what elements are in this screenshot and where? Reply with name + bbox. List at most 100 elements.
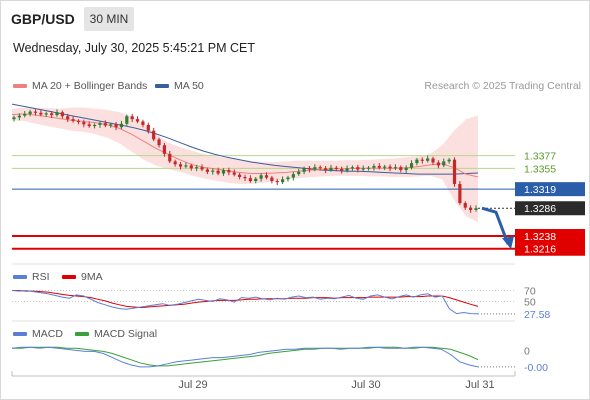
candle-body xyxy=(60,112,64,117)
candle-body xyxy=(431,158,435,163)
legend-rsi-ma: 9MA xyxy=(62,270,103,284)
candle-body xyxy=(162,145,167,154)
legend-rsi: RSI xyxy=(13,270,50,284)
resistance-label: 1.3355 xyxy=(524,163,556,175)
candle-body xyxy=(264,175,269,178)
support-tag xyxy=(515,229,585,244)
candle-body xyxy=(200,167,204,170)
candle-body xyxy=(469,207,473,210)
time-axis-label: Jul 31 xyxy=(465,379,494,391)
support-tag xyxy=(515,241,585,256)
candle-body xyxy=(28,111,32,114)
candle-body xyxy=(205,169,209,172)
candle-body xyxy=(216,170,220,174)
candle-body xyxy=(12,117,16,120)
candle-body xyxy=(270,177,274,182)
candle-body xyxy=(474,208,478,210)
candle-body xyxy=(87,124,91,127)
current-price-label: 1.3286 xyxy=(524,203,556,215)
copyright-text: Research © 2025 Trading Central xyxy=(424,80,581,92)
candle-body xyxy=(33,111,38,113)
rsi-ma-line xyxy=(12,290,479,309)
interval-button[interactable]: 30 MIN xyxy=(84,7,134,31)
candle-body xyxy=(184,165,188,167)
legend-ma20-label: MA 20 + Bollinger Bands xyxy=(32,80,148,92)
candle-body xyxy=(232,172,236,175)
candle-body xyxy=(340,168,344,171)
candle-body xyxy=(313,167,317,170)
candle-body xyxy=(39,112,43,115)
candle-body xyxy=(238,174,242,177)
candle-body xyxy=(356,167,360,170)
candle-body xyxy=(452,159,457,184)
ma50-swatch xyxy=(155,84,169,88)
candle-body xyxy=(76,120,81,123)
macd-tick-label: 0 xyxy=(524,345,530,357)
candle-body xyxy=(442,161,446,166)
candle-body xyxy=(114,124,118,128)
candle-body xyxy=(281,179,285,183)
current-price-tag xyxy=(515,201,585,216)
macd-last-value: -0.00 xyxy=(524,362,548,374)
candle-body xyxy=(447,159,451,162)
candle-body xyxy=(135,119,140,122)
candle-body xyxy=(361,168,365,170)
candle-body xyxy=(297,171,301,175)
candle-body xyxy=(227,170,231,173)
support-label: 1.3238 xyxy=(524,231,556,243)
candle-body xyxy=(173,161,177,165)
candle-body xyxy=(178,164,183,167)
candle-body xyxy=(119,123,124,128)
candle-body xyxy=(393,167,398,169)
candle-body xyxy=(366,167,371,169)
bollinger-band xyxy=(12,107,478,223)
pivot-tag xyxy=(515,182,585,197)
legend-rsi-label: RSI xyxy=(32,271,50,283)
candle-body xyxy=(404,167,408,171)
candle-body xyxy=(82,122,86,125)
candle-body xyxy=(71,119,75,121)
candle-body xyxy=(157,139,161,146)
candle-body xyxy=(409,163,414,168)
legend-rsi-ma-label: 9MA xyxy=(81,271,103,283)
candle-body xyxy=(302,168,306,172)
candle-body xyxy=(130,116,134,120)
candle-body xyxy=(103,123,107,126)
legend-ma50: MA 50 xyxy=(155,79,204,93)
candle-body xyxy=(50,113,54,116)
candle-body xyxy=(44,113,48,115)
candle-body xyxy=(286,177,290,180)
candle-body xyxy=(350,167,355,169)
candle-body xyxy=(152,130,156,140)
candle-body xyxy=(211,170,215,172)
candle-body xyxy=(436,162,440,166)
candle-body xyxy=(109,124,113,126)
candle-body xyxy=(23,113,27,116)
legend-macd-signal: MACD Signal xyxy=(75,327,157,341)
support-label: 1.3216 xyxy=(524,244,556,256)
candle-body xyxy=(17,115,21,118)
legend-macd-label: MACD xyxy=(32,328,63,340)
pivot-label: 1.3319 xyxy=(524,184,556,196)
candle-body xyxy=(334,167,338,169)
macd-signal-swatch xyxy=(75,332,89,336)
candle-body xyxy=(463,203,467,208)
legend-macd: MACD xyxy=(13,327,63,341)
candle-body xyxy=(125,116,129,124)
candle-body xyxy=(92,124,97,127)
candle-body xyxy=(221,170,226,174)
candle-body xyxy=(259,175,263,179)
projection-arrow-head xyxy=(502,236,514,250)
candle-body xyxy=(383,166,387,168)
candle-body xyxy=(243,177,247,179)
candle-body xyxy=(275,181,279,183)
rsi-line xyxy=(11,289,479,315)
candle-body xyxy=(458,183,462,204)
candle-body xyxy=(141,121,145,125)
candle-body xyxy=(399,167,403,171)
candle-body xyxy=(254,178,258,182)
candle-body xyxy=(415,159,419,164)
candle-body xyxy=(329,167,333,171)
candle-body xyxy=(318,167,322,169)
rsi-tick-label: 50 xyxy=(524,297,536,309)
